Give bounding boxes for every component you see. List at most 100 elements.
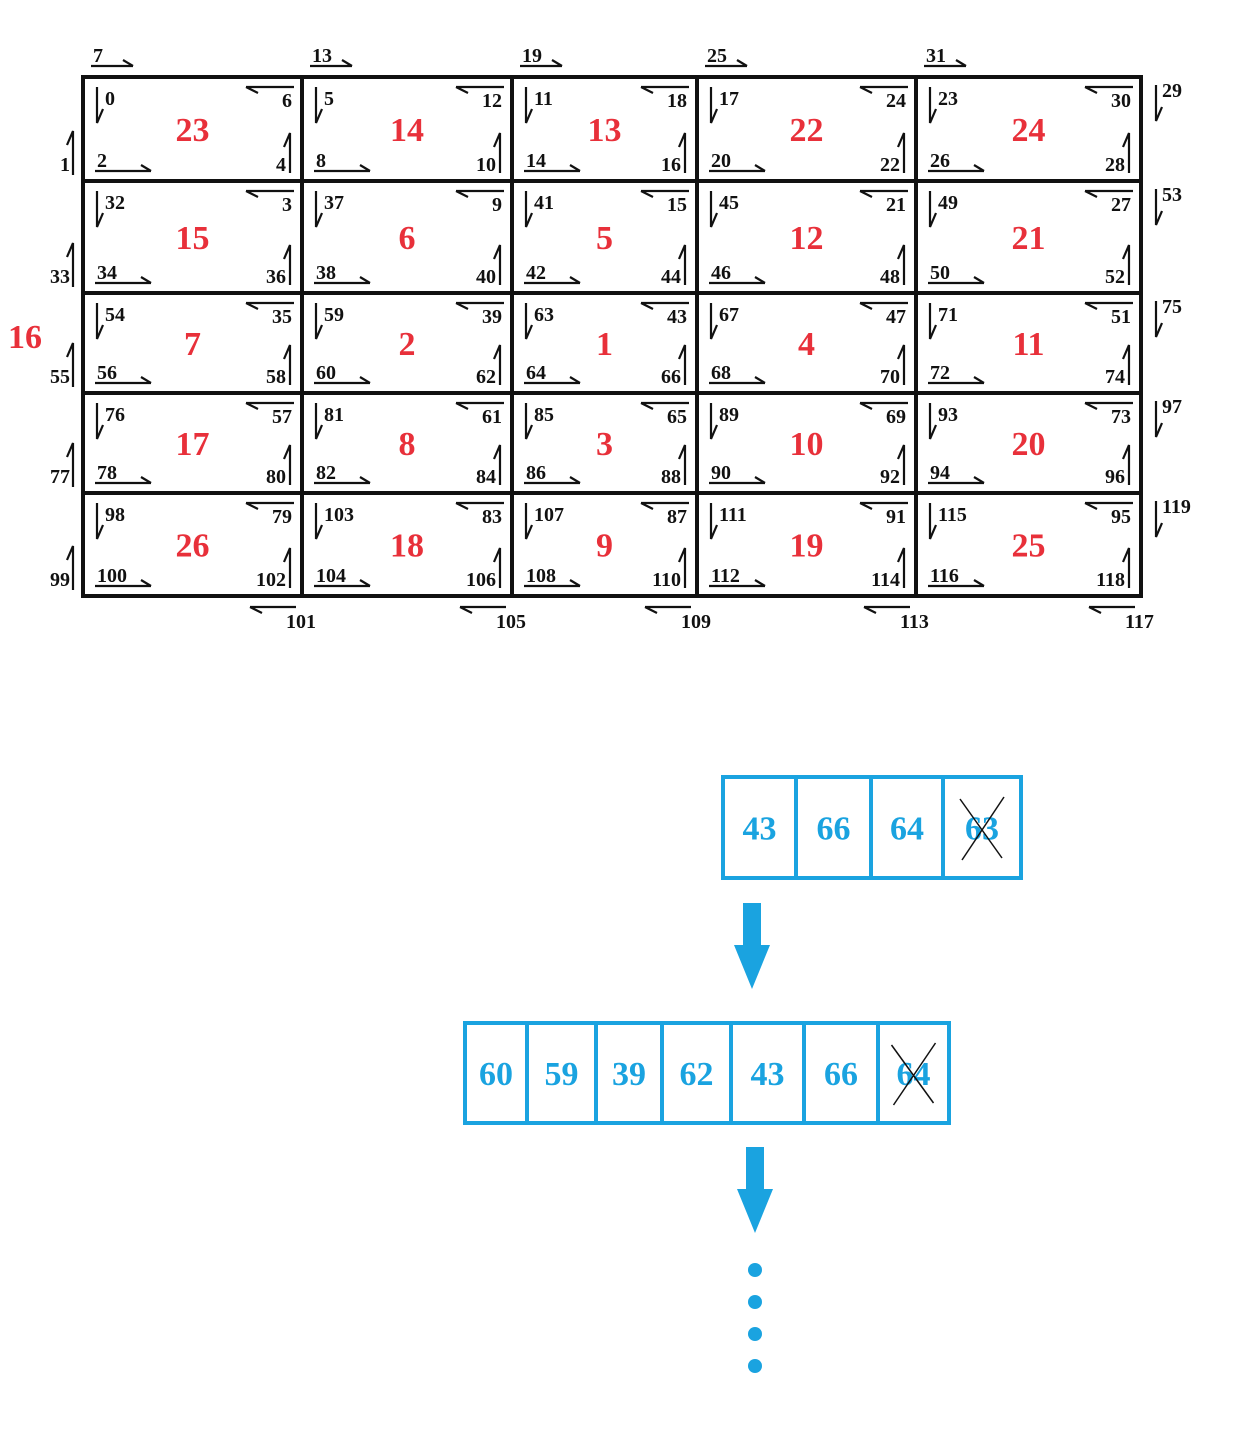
cell-br-number: 92 bbox=[880, 466, 900, 488]
left-arrow-icon bbox=[640, 401, 689, 410]
down-arrow-icon bbox=[524, 303, 534, 340]
cell-bl-number: 90 bbox=[711, 462, 731, 484]
left-arrow-icon bbox=[455, 189, 504, 198]
grid-cell: 8 bbox=[399, 426, 416, 463]
top-edge-number: 19 bbox=[522, 45, 542, 67]
left-arrow-icon bbox=[1084, 189, 1133, 198]
right-arrow-icon bbox=[520, 59, 563, 68]
down-arrow-icon bbox=[1154, 301, 1164, 338]
right-arrow-icon bbox=[709, 164, 766, 173]
left-arrow-icon bbox=[859, 301, 908, 310]
right-edge-number: 53 bbox=[1162, 184, 1182, 206]
left-edge-number: 77 bbox=[50, 466, 70, 488]
cell-bl-number: 100 bbox=[97, 565, 127, 587]
left-arrow-icon bbox=[459, 605, 506, 614]
cell-tl-number: 0 bbox=[105, 88, 115, 110]
cell-br-number: 28 bbox=[1105, 154, 1125, 176]
up-arrow-icon bbox=[677, 344, 687, 385]
right-arrow-icon bbox=[924, 59, 967, 68]
cell-br-number: 62 bbox=[476, 366, 496, 388]
cell-tl-number: 17 bbox=[719, 88, 739, 110]
grid-cell: 12 bbox=[790, 220, 824, 257]
queue-item-value: 66 bbox=[817, 811, 851, 848]
cell-tl-number: 11 bbox=[534, 88, 553, 110]
down-arrow-icon bbox=[95, 403, 105, 440]
queue-item-value: 43 bbox=[743, 811, 777, 848]
cell-br-number: 48 bbox=[880, 266, 900, 288]
cell-label: 21 bbox=[1012, 220, 1046, 257]
right-edge-number: 75 bbox=[1162, 296, 1182, 318]
left-arrow-icon bbox=[245, 501, 294, 510]
grid-cell: 18 bbox=[390, 528, 424, 565]
left-arrow-icon bbox=[640, 301, 689, 310]
top-edge-number: 31 bbox=[926, 45, 946, 67]
right-arrow-icon bbox=[928, 579, 985, 588]
queue-item-value: 43 bbox=[751, 1056, 785, 1093]
grid-cell: 11 bbox=[1012, 326, 1044, 363]
right-arrow-icon bbox=[95, 476, 152, 485]
cell-tl-number: 89 bbox=[719, 404, 739, 426]
right-arrow-icon bbox=[524, 376, 581, 385]
grid-cell: 6 bbox=[399, 220, 416, 257]
cell-tr-number: 79 bbox=[272, 506, 292, 528]
right-arrow-icon bbox=[705, 59, 748, 68]
left-edge-number: 55 bbox=[50, 366, 70, 388]
cell-label: 25 bbox=[1012, 528, 1046, 565]
dot bbox=[748, 1327, 762, 1341]
up-arrow-icon bbox=[282, 132, 292, 173]
bottom-edge-number: 109 bbox=[681, 611, 711, 633]
cell-br-number: 22 bbox=[880, 154, 900, 176]
right-edge-number: 29 bbox=[1162, 80, 1182, 102]
up-arrow-icon bbox=[492, 244, 502, 285]
up-arrow-icon bbox=[282, 547, 292, 588]
cell-bl-number: 112 bbox=[711, 565, 740, 587]
cell-tl-number: 54 bbox=[105, 304, 125, 326]
cell-bl-number: 50 bbox=[930, 262, 950, 284]
left-edge-number: 1 bbox=[60, 154, 70, 176]
up-arrow-icon bbox=[492, 344, 502, 385]
left-arrow-icon bbox=[455, 501, 504, 510]
up-arrow-icon bbox=[282, 244, 292, 285]
cell-tl-number: 49 bbox=[938, 192, 958, 214]
right-arrow-icon bbox=[524, 579, 581, 588]
down-arrow-icon bbox=[709, 191, 719, 228]
cell-br-number: 4 bbox=[276, 154, 286, 176]
cell-tl-number: 98 bbox=[105, 504, 125, 526]
left-arrow-icon bbox=[455, 401, 504, 410]
left-arrow-icon bbox=[249, 605, 296, 614]
cell-tl-number: 59 bbox=[324, 304, 344, 326]
cell-tr-number: 15 bbox=[667, 194, 687, 216]
cell-label: 17 bbox=[176, 426, 210, 463]
left-arrow-icon bbox=[859, 189, 908, 198]
cell-label: 13 bbox=[588, 112, 622, 149]
cell-tl-number: 85 bbox=[534, 404, 554, 426]
right-arrow-icon bbox=[709, 476, 766, 485]
down-arrow-icon bbox=[928, 503, 938, 540]
cell-tr-number: 69 bbox=[886, 406, 906, 428]
cell-bl-number: 86 bbox=[526, 462, 546, 484]
left-arrow-icon bbox=[245, 401, 294, 410]
up-arrow-icon bbox=[1121, 132, 1131, 173]
grid-cell: 9 bbox=[596, 528, 613, 565]
grid bbox=[81, 75, 1143, 598]
cell-tl-number: 32 bbox=[105, 192, 125, 214]
left-arrow-icon bbox=[1084, 401, 1133, 410]
right-arrow-icon bbox=[95, 164, 152, 173]
cell-bl-number: 72 bbox=[930, 362, 950, 384]
right-arrow-icon bbox=[314, 164, 371, 173]
cell-tr-number: 51 bbox=[1111, 306, 1131, 328]
cell-tr-number: 18 bbox=[667, 90, 687, 112]
cell-label: 14 bbox=[390, 112, 424, 149]
top-edge-number: 13 bbox=[312, 45, 332, 67]
right-edge-number: 119 bbox=[1162, 496, 1191, 518]
grid-cell: 5 bbox=[596, 220, 613, 257]
right-arrow-icon bbox=[524, 276, 581, 285]
left-arrow-icon bbox=[1084, 501, 1133, 510]
dot bbox=[748, 1295, 762, 1309]
cell-br-number: 84 bbox=[476, 466, 496, 488]
cell-br-number: 16 bbox=[661, 154, 681, 176]
cell-br-number: 80 bbox=[266, 466, 286, 488]
right-arrow-icon bbox=[928, 376, 985, 385]
cell-bl-number: 42 bbox=[526, 262, 546, 284]
left-arrow-icon bbox=[640, 501, 689, 510]
